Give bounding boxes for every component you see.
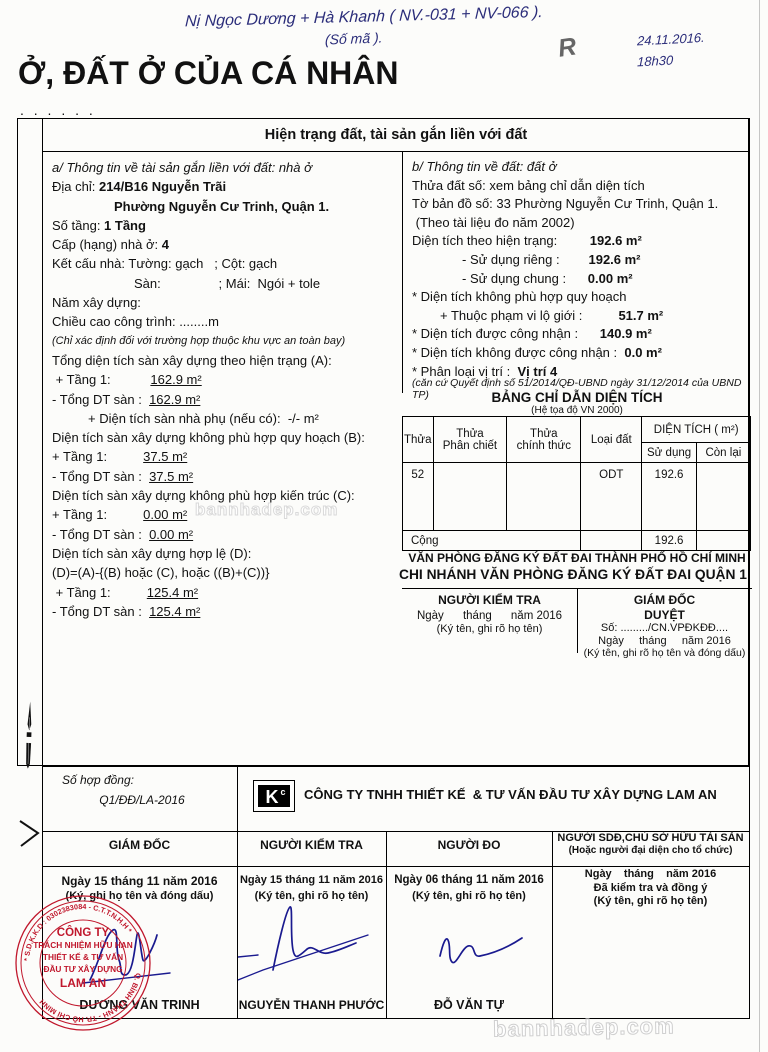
svg-text:K: K	[266, 787, 279, 807]
svg-text:TRÁCH NHIỆM HỮU HẠN: TRÁCH NHIỆM HỮU HẠN	[33, 939, 133, 950]
svg-text:c: c	[280, 787, 285, 797]
svg-text:LAM AN: LAM AN	[60, 976, 106, 990]
svg-text:CÔNG TY: CÔNG TY	[57, 926, 110, 939]
svg-text:ĐẦU TƯ XÂY DỰNG: ĐẦU TƯ XÂY DỰNG	[43, 963, 122, 974]
svg-text:THIẾT KẾ & TƯ VẤN: THIẾT KẾ & TƯ VẤN	[43, 952, 123, 962]
